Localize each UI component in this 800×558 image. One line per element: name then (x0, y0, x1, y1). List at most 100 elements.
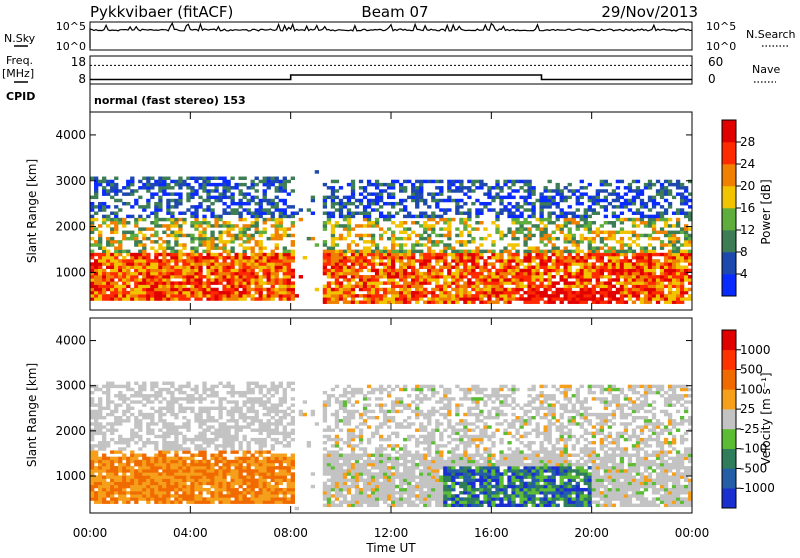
heatmap-cell (471, 297, 475, 300)
heatmap-cell (652, 297, 656, 300)
heatmap-cell (568, 291, 572, 294)
heatmap-cell (684, 199, 688, 202)
heatmap-cell (660, 243, 664, 246)
heatmap-cell (122, 231, 126, 234)
heatmap-cell (126, 444, 130, 447)
heatmap-cell (556, 291, 560, 294)
heatmap-cell (535, 266, 539, 269)
heatmap-cell (668, 266, 672, 269)
heatmap-cell (154, 479, 158, 482)
heatmap-cell (279, 269, 283, 272)
heatmap-cell (483, 227, 487, 230)
heatmap-cell (190, 463, 194, 466)
heatmap-cell (138, 497, 142, 500)
heatmap-cell (568, 183, 572, 186)
heatmap-cell (439, 218, 443, 221)
heatmap-cell (251, 256, 255, 259)
heatmap-cell (632, 272, 636, 275)
heatmap-cell (150, 394, 154, 397)
heatmap-cell (656, 192, 660, 195)
heatmap-cell (295, 294, 299, 297)
heatmap-cell (367, 262, 371, 265)
heatmap-cell (335, 281, 339, 284)
heatmap-cell (628, 186, 632, 189)
heatmap-cell (194, 189, 198, 192)
heatmap-cell (451, 189, 455, 192)
heatmap-cell (403, 291, 407, 294)
heatmap-cell (150, 266, 154, 269)
heatmap-cell (150, 275, 154, 278)
heatmap-cell (544, 186, 548, 189)
heatmap-cell (162, 475, 166, 478)
heatmap-cell (475, 278, 479, 281)
heatmap-cell (483, 269, 487, 272)
heatmap-cell (620, 269, 624, 272)
heatmap-cell (335, 297, 339, 300)
heatmap-cell (620, 262, 624, 265)
heatmap-cell (387, 269, 391, 272)
heatmap-cell (584, 208, 588, 211)
heatmap-cell (539, 266, 543, 269)
heatmap-cell (447, 297, 451, 300)
heatmap-cell (210, 497, 214, 500)
heatmap-cell (122, 288, 126, 291)
heatmap-cell (94, 385, 98, 388)
heatmap-cell (251, 460, 255, 463)
heatmap-cell (560, 199, 564, 202)
heatmap-cell (423, 221, 427, 224)
heatmap-cell (604, 196, 608, 199)
heatmap-cell (507, 186, 511, 189)
heatmap-cell (407, 256, 411, 259)
heatmap-cell (499, 294, 503, 297)
heatmap-cell (170, 410, 174, 413)
heatmap-cell (359, 294, 363, 297)
heatmap-cell (230, 385, 234, 388)
heatmap-cell (572, 243, 576, 246)
heatmap-cell (616, 186, 620, 189)
heatmap-cell (178, 403, 182, 406)
heatmap-cell (399, 288, 403, 291)
heatmap-cell (210, 432, 214, 435)
heatmap-cell (399, 300, 403, 303)
heatmap-cell (499, 196, 503, 199)
heatmap-cell (118, 269, 122, 272)
heatmap-cell (403, 278, 407, 281)
heatmap-cell (98, 253, 102, 256)
heatmap-cell (511, 297, 515, 300)
heatmap-cell (331, 294, 335, 297)
heatmap-cell (279, 262, 283, 265)
heatmap-cell (206, 441, 210, 444)
heatmap-cell (479, 269, 483, 272)
heatmap-cell (186, 463, 190, 466)
heatmap-cell (648, 183, 652, 186)
heatmap-cell (556, 253, 560, 256)
heatmap-cell (620, 272, 624, 275)
heatmap-cell (263, 297, 267, 300)
heatmap-cell (503, 266, 507, 269)
heatmap-cell (194, 218, 198, 221)
heatmap-cell (608, 275, 612, 278)
heatmap-cell (327, 250, 331, 253)
heatmap-cell (576, 224, 580, 227)
heatmap-cell (259, 419, 263, 422)
heatmap-cell (568, 250, 572, 253)
heatmap-cell (620, 246, 624, 249)
heatmap-cell (255, 457, 259, 460)
heatmap-cell (471, 240, 475, 243)
heatmap-cell (162, 281, 166, 284)
heatmap-cell (596, 300, 600, 303)
heatmap-cell (259, 240, 263, 243)
heatmap-cell (608, 231, 612, 234)
heatmap-cell (202, 482, 206, 485)
heatmap-cell (323, 262, 327, 265)
heatmap-cell (375, 275, 379, 278)
heatmap-cell (491, 281, 495, 284)
heatmap-cell (94, 485, 98, 488)
heatmap-cell (166, 479, 170, 482)
heatmap-cell (580, 218, 584, 221)
heatmap-cell (523, 266, 527, 269)
heatmap-cell (415, 285, 419, 288)
heatmap-cell (142, 234, 146, 237)
heatmap-cell (427, 278, 431, 281)
heatmap-cell (106, 429, 110, 432)
